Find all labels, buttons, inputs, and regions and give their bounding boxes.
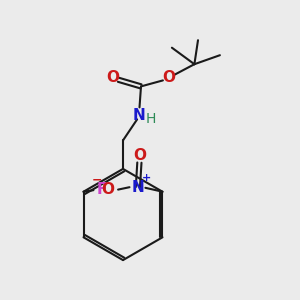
Text: O: O	[106, 70, 120, 86]
Text: N: N	[131, 180, 144, 195]
Text: F: F	[96, 182, 107, 196]
Text: O: O	[162, 70, 176, 86]
Text: +: +	[142, 172, 151, 183]
Text: H: H	[146, 112, 156, 126]
Text: O: O	[133, 148, 146, 164]
Text: O: O	[101, 182, 114, 196]
Text: N: N	[133, 108, 146, 123]
Text: −: −	[91, 173, 102, 187]
